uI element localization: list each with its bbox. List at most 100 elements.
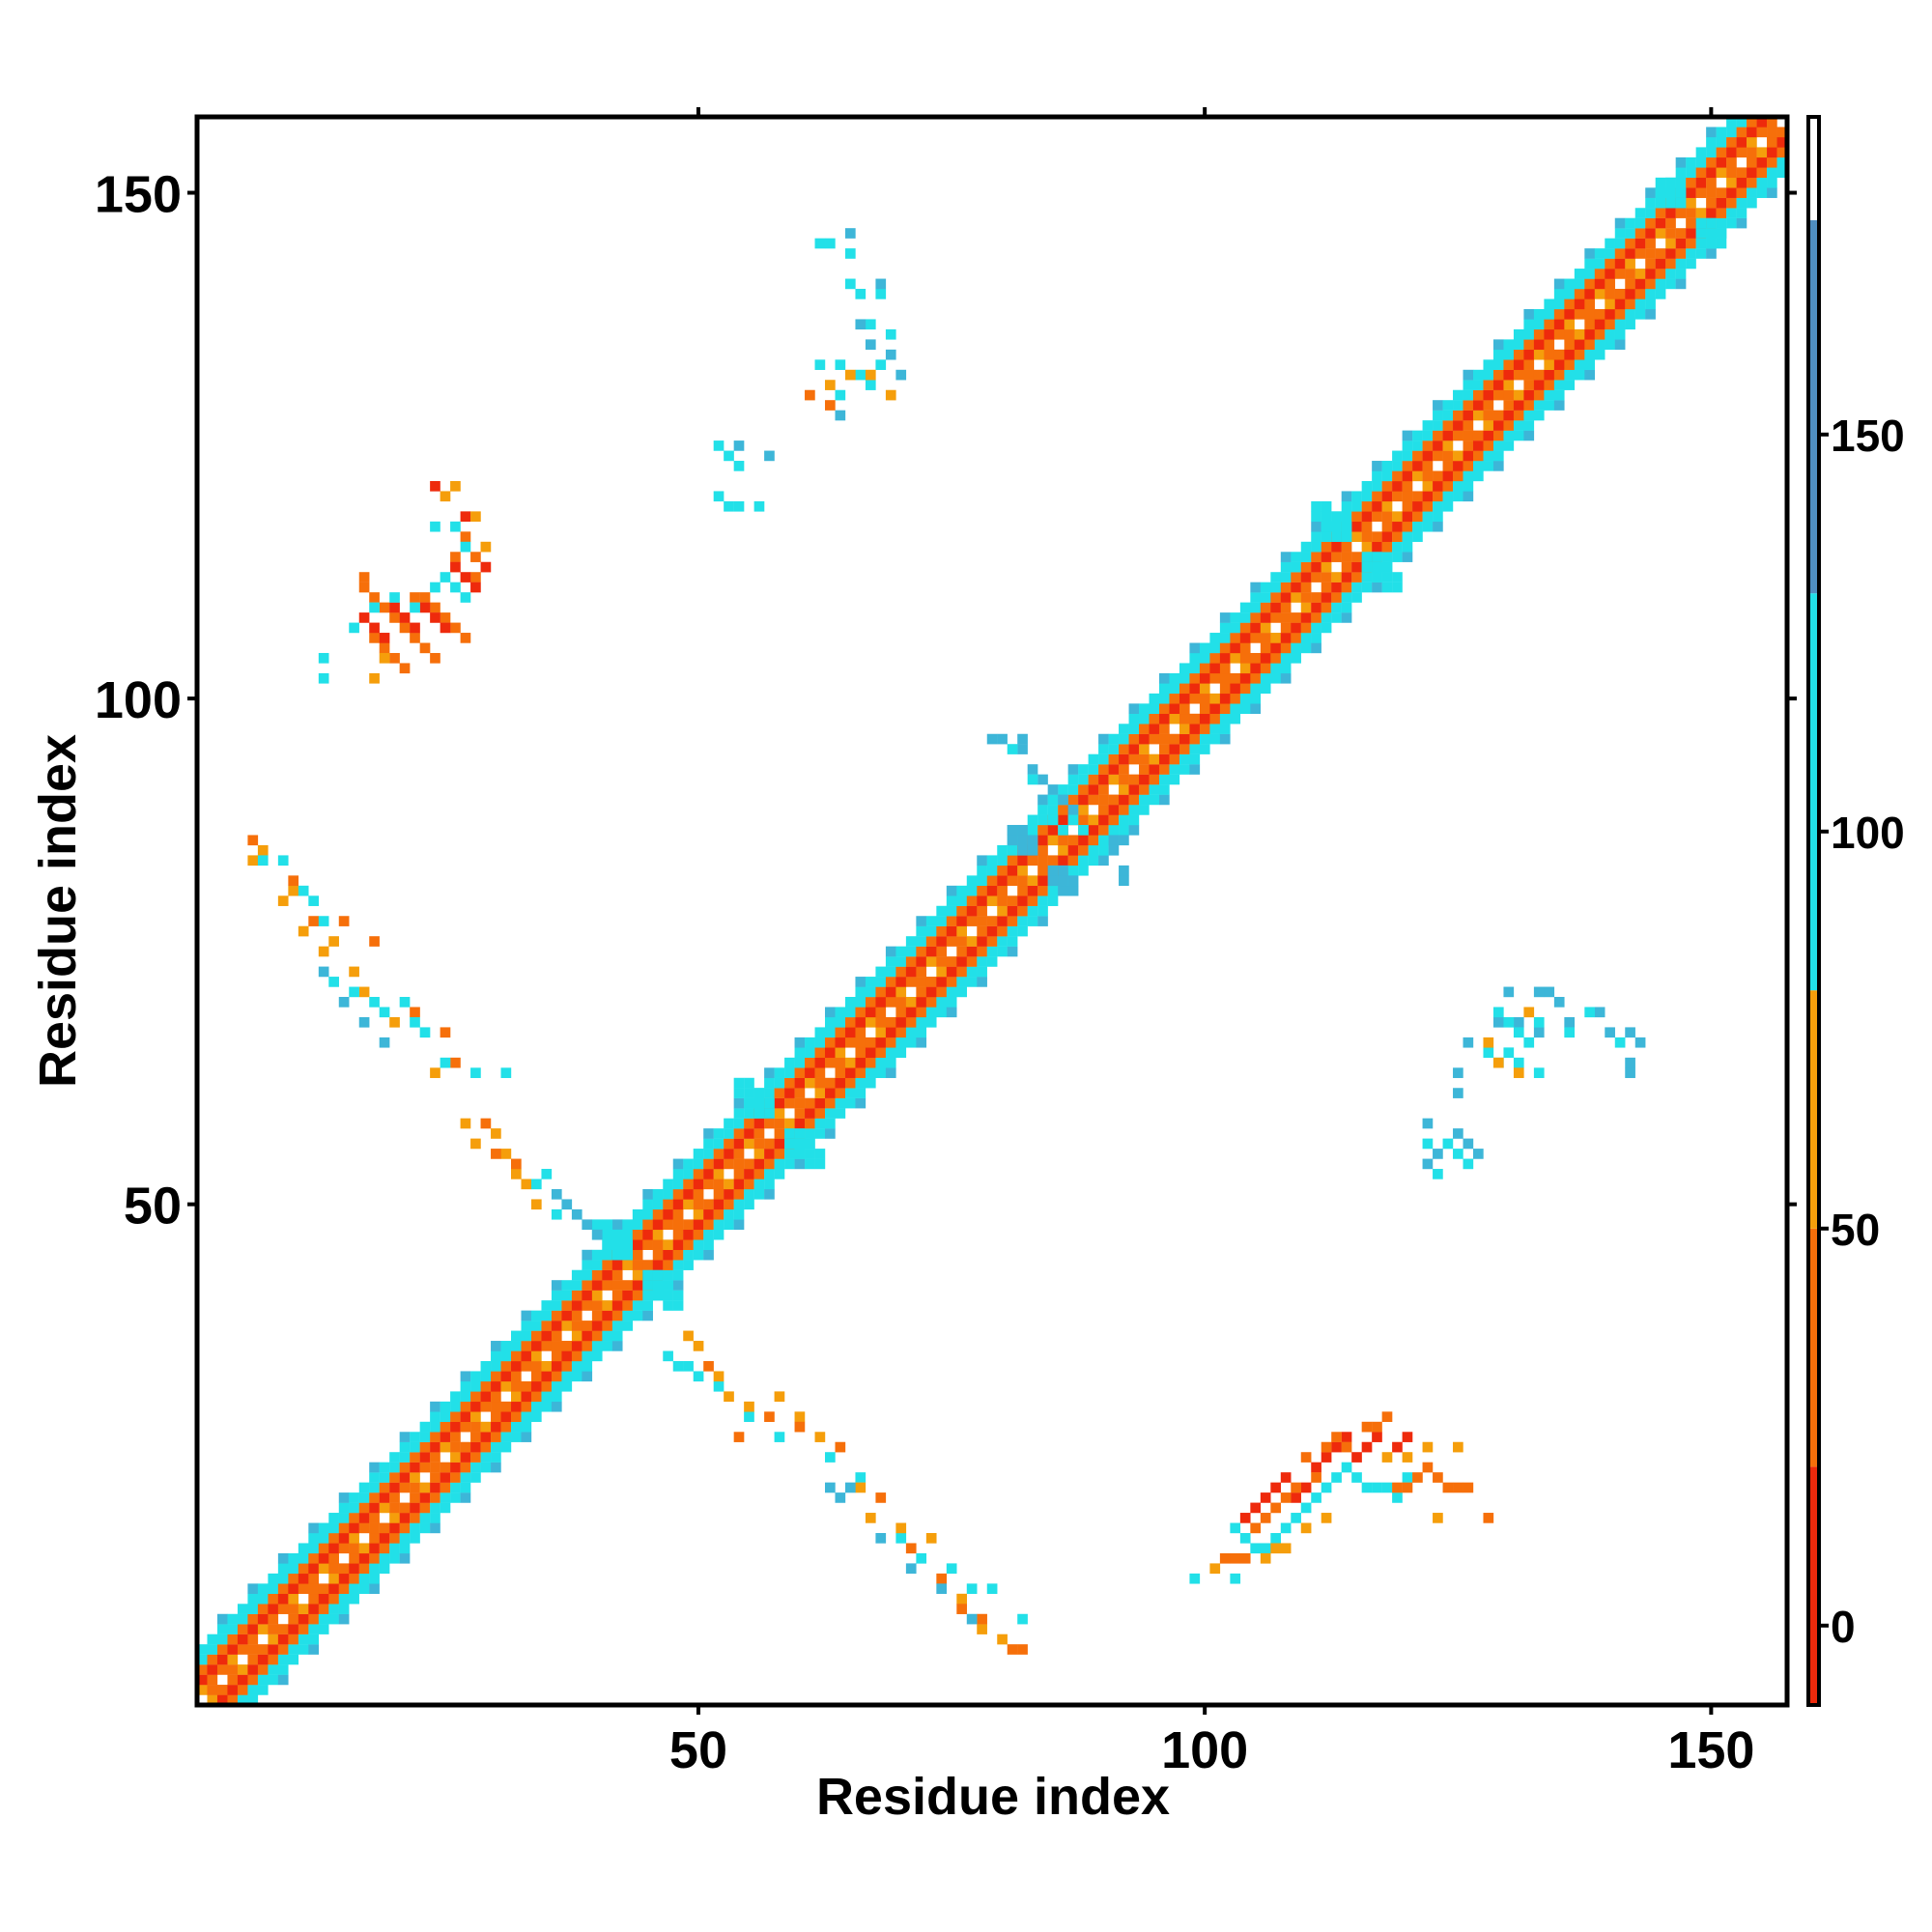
diagonal-band-cell <box>571 1321 582 1331</box>
contact-cell <box>1372 1432 1382 1442</box>
contact-cell <box>865 339 876 351</box>
diagonal-band-cell <box>1270 652 1281 664</box>
diagonal-band-cell <box>410 1532 420 1544</box>
contact-cell <box>844 369 856 381</box>
hotspot-cell <box>642 1269 653 1281</box>
contact-cell <box>1422 1441 1434 1453</box>
contact-cell <box>895 1522 907 1534</box>
diagonal-band-cell <box>247 1604 259 1614</box>
diagonal-band-cell <box>895 946 907 957</box>
diagonal-band-cell <box>1139 764 1150 775</box>
diagonal-band-cell <box>855 1067 867 1078</box>
diagonal-band-cell <box>500 1360 512 1372</box>
diagonal-band-cell <box>247 1634 259 1645</box>
diagonal-band-cell <box>724 1158 734 1170</box>
diagonal-band-cell <box>925 946 937 957</box>
diagonal-band-cell <box>410 1492 420 1503</box>
diagonal-band-cell <box>1594 289 1605 299</box>
diagonal-band-cell <box>1594 258 1605 270</box>
diagonal-band-cell <box>358 1482 370 1493</box>
contact-cell <box>1453 1128 1463 1139</box>
diagonal-band-cell <box>1463 461 1474 471</box>
diagonal-band-cell <box>1108 753 1120 765</box>
diagonal-band-cell <box>1503 440 1515 451</box>
diagonal-band-cell <box>844 1057 856 1068</box>
diagonal-band-cell <box>1291 552 1301 562</box>
diagonal-band-cell <box>1158 744 1170 754</box>
diagonal-band-cell <box>1169 764 1180 775</box>
diagonal-band-cell <box>1453 450 1463 462</box>
diagonal-band-cell <box>1179 724 1190 734</box>
diagonal-band-cell <box>1634 289 1646 299</box>
diagonal-band-cell <box>1341 582 1352 593</box>
diagonal-band-cell <box>784 1149 795 1159</box>
hotspot-cell <box>1007 835 1018 846</box>
diagonal-band-cell <box>865 1057 876 1068</box>
diagonal-band-cell <box>814 1088 826 1098</box>
diagonal-band-cell <box>977 956 987 967</box>
contact-cell <box>1219 1552 1231 1564</box>
diagonal-band-cell <box>1311 642 1321 654</box>
diagonal-band-cell <box>1321 531 1332 542</box>
diagonal-band-cell <box>622 1280 634 1291</box>
diagonal-band-cell <box>713 1179 724 1190</box>
diagonal-band-cell <box>825 1108 836 1119</box>
diagonal-band-cell <box>1098 814 1109 826</box>
y-tick-label: 100 <box>95 671 182 729</box>
diagonal-band-cell <box>905 977 917 987</box>
diagonal-band-cell <box>1422 521 1434 532</box>
contact-cell <box>1605 1027 1615 1038</box>
diagonal-band-cell <box>936 977 948 987</box>
contact-cell <box>1311 1462 1321 1473</box>
diagonal-band-cell <box>713 1169 724 1179</box>
diagonal-band-cell <box>1119 774 1129 785</box>
diagonal-band-cell <box>1645 289 1656 299</box>
diagonal-band-cell <box>1351 572 1362 582</box>
diagonal-band-cell <box>844 1007 856 1018</box>
diagonal-band-cell <box>1149 713 1160 724</box>
diagonal-band-cell <box>1483 359 1494 370</box>
diagonal-band-cell <box>1655 278 1666 290</box>
diagonal-band-cell <box>1614 228 1626 239</box>
diagonal-band-cell <box>1351 491 1362 502</box>
diagonal-band-cell <box>450 1441 461 1453</box>
diagonal-band-cell <box>1128 703 1140 715</box>
contact-cell <box>1067 814 1079 826</box>
contact-cell <box>1341 1441 1352 1453</box>
diagonal-band-cell <box>440 1432 451 1442</box>
diagonal-band-cell <box>571 1300 582 1311</box>
contact-cell <box>1321 1452 1332 1463</box>
diagonal-band-cell <box>986 885 998 896</box>
diagonal-band-cell <box>1544 319 1555 330</box>
diagonal-band-cell <box>288 1573 299 1584</box>
contact-cell <box>389 592 400 603</box>
diagonal-band-cell <box>1230 672 1241 684</box>
diagonal-band-cell <box>1088 764 1099 775</box>
diagonal-band-cell <box>1381 541 1393 553</box>
diagonal-band-cell <box>1189 642 1201 654</box>
hotspot-cell <box>1381 572 1393 582</box>
diagonal-band-cell <box>1128 744 1140 754</box>
diagonal-band-cell <box>349 1502 359 1514</box>
diagonal-band-cell <box>1007 916 1018 926</box>
diagonal-band-cell <box>875 1027 887 1038</box>
diagonal-band-cell <box>541 1371 553 1382</box>
diagonal-band-cell <box>865 977 876 987</box>
diagonal-band-cell <box>440 1401 451 1412</box>
diagonal-band-cell <box>318 1583 329 1595</box>
diagonal-band-cell <box>308 1552 319 1564</box>
diagonal-band-cell <box>713 1188 724 1200</box>
diagonal-band-cell <box>632 1229 643 1240</box>
contact-cell <box>1483 1047 1494 1059</box>
diagonal-band-cell <box>288 1624 299 1634</box>
diagonal-band-cell <box>1605 308 1615 320</box>
diagonal-band-cell <box>561 1310 573 1321</box>
contact-cell <box>1533 1067 1545 1078</box>
diagonal-band-cell <box>1169 713 1180 724</box>
hotspot-cell <box>672 1300 684 1311</box>
contact-cell <box>358 1016 370 1028</box>
diagonal-band-cell <box>885 966 896 978</box>
diagonal-band-cell <box>399 1462 411 1473</box>
diagonal-band-cell <box>1605 269 1615 279</box>
diagonal-band-cell <box>328 1613 339 1625</box>
